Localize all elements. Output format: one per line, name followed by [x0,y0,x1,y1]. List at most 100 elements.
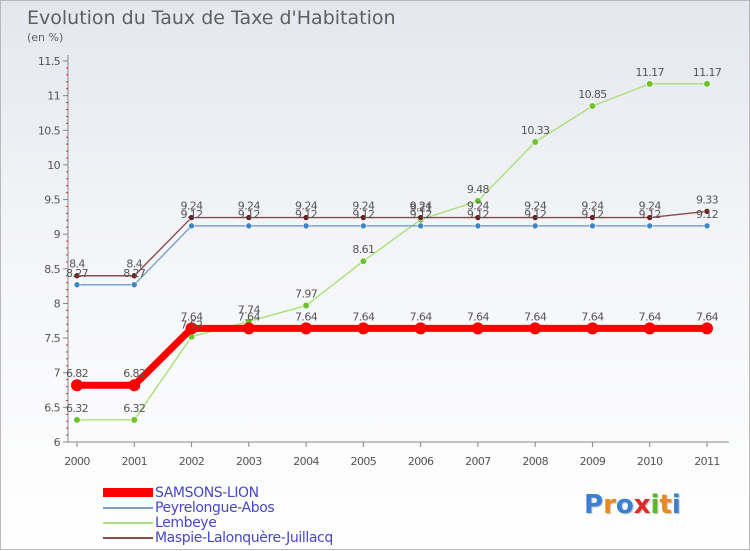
data-point [242,322,255,335]
data-point [531,214,539,221]
data-label: 9.12 [467,208,489,221]
x-tick-label: 2005 [351,455,377,468]
data-label: 9.24 [410,200,433,213]
data-point [360,214,367,221]
data-point [646,222,654,230]
x-tick-label: 2010 [637,455,663,468]
chart-title: Evolution du Taux de Taxe d'Habitation [27,7,396,29]
data-point [185,322,198,335]
legend-swatch [103,521,153,524]
y-tick-label: 7.5 [44,332,60,345]
legend-label: SAMSONS-LION [155,484,259,501]
data-label: 8.27 [66,267,89,280]
data-point [417,214,424,221]
y-tick-label: 9 [54,228,61,241]
data-label: 11.17 [693,66,722,79]
y-tick-label: 9.5 [44,194,60,207]
logo-letter: x [633,490,651,520]
y-tick-label: 7 [54,367,61,380]
data-label: 9.12 [410,208,432,221]
data-point [73,272,81,280]
data-point [130,272,138,280]
legend-label: Maspie-Lalonquère-Juillacq [155,529,333,546]
legend-item: Maspie-Lalonquère-Juillacq [103,529,333,546]
data-point [357,322,370,335]
data-label: 10.33 [521,124,550,137]
y-tick-label: 11.5 [38,55,61,68]
data-point [73,281,81,289]
data-label: 9.12 [581,208,603,221]
proxiti-logo: Proxiti [584,490,681,520]
data-point [701,322,713,335]
legend-swatch [103,488,153,497]
data-point [73,416,81,424]
data-point [586,322,599,335]
data-point [417,222,424,230]
legend-swatch [103,536,153,539]
data-point [643,322,656,335]
data-point [360,222,367,230]
chart-legend: SAMSONS-LION Peyrelongue-Abos Lembeye Maspi… [103,484,333,546]
x-tick-label: 2008 [522,455,548,468]
data-point [646,80,654,88]
series-line-peyrelongue-abos [77,225,707,286]
data-label: 9.24 [352,200,375,213]
data-point [71,379,83,392]
data-label: 7.64 [295,310,318,323]
data-point [588,102,597,110]
x-tick-label: 2001 [121,455,147,468]
data-label: 7.64 [639,310,662,323]
data-point [359,257,367,265]
data-point [703,222,711,230]
y-tick-label: 10.5 [38,124,61,137]
data-label: 9.12 [180,208,202,221]
x-tick-label: 2007 [465,455,491,468]
data-label: 9.12 [696,208,718,221]
logo-letter: o [615,490,634,520]
x-tick-label: 2002 [179,455,205,468]
x-tick-label: 2006 [408,455,434,468]
data-point [474,197,482,205]
legend-swatch [103,506,153,509]
y-tick-label: 10 [47,159,60,172]
y-tick-label: 6 [54,436,61,449]
data-label: 7.64 [467,310,490,323]
legend-label: Peyrelongue-Abos [155,499,275,516]
data-label: 6.82 [123,367,145,380]
data-label: 9.24 [581,200,604,213]
data-label: 7.52 [180,319,202,332]
logo-letter: i [650,490,660,520]
data-label: 9.12 [524,208,546,221]
unit-label: (en %) [27,31,64,44]
data-point [302,222,310,230]
data-point [531,222,539,230]
data-label: 9.12 [639,208,661,221]
data-point [589,214,596,221]
x-tick-label: 2000 [64,455,90,468]
legend-item: SAMSONS-LION [103,484,333,501]
data-label: 9.24 [180,200,203,213]
y-tick-label: 6.5 [44,401,60,414]
data-point [703,208,711,215]
data-point [646,214,654,221]
data-label: 6.32 [123,402,145,415]
data-label: 9.24 [238,200,261,213]
data-point [302,214,310,221]
data-point [474,214,482,221]
data-label: 9.24 [467,200,490,213]
data-label: 7.64 [581,310,604,323]
data-point [302,301,310,310]
legend-item: Peyrelongue-Abos [103,499,333,516]
data-label: 7.97 [295,288,318,301]
data-point [128,379,141,392]
data-point [703,80,711,88]
data-point [529,322,542,335]
data-point [188,214,195,221]
data-label: 9.48 [467,183,490,196]
y-tick-label: 8 [54,297,61,310]
data-label: 7.64 [524,310,547,323]
series-line-lembeye [77,83,707,421]
data-label: 9.21 [410,202,432,215]
